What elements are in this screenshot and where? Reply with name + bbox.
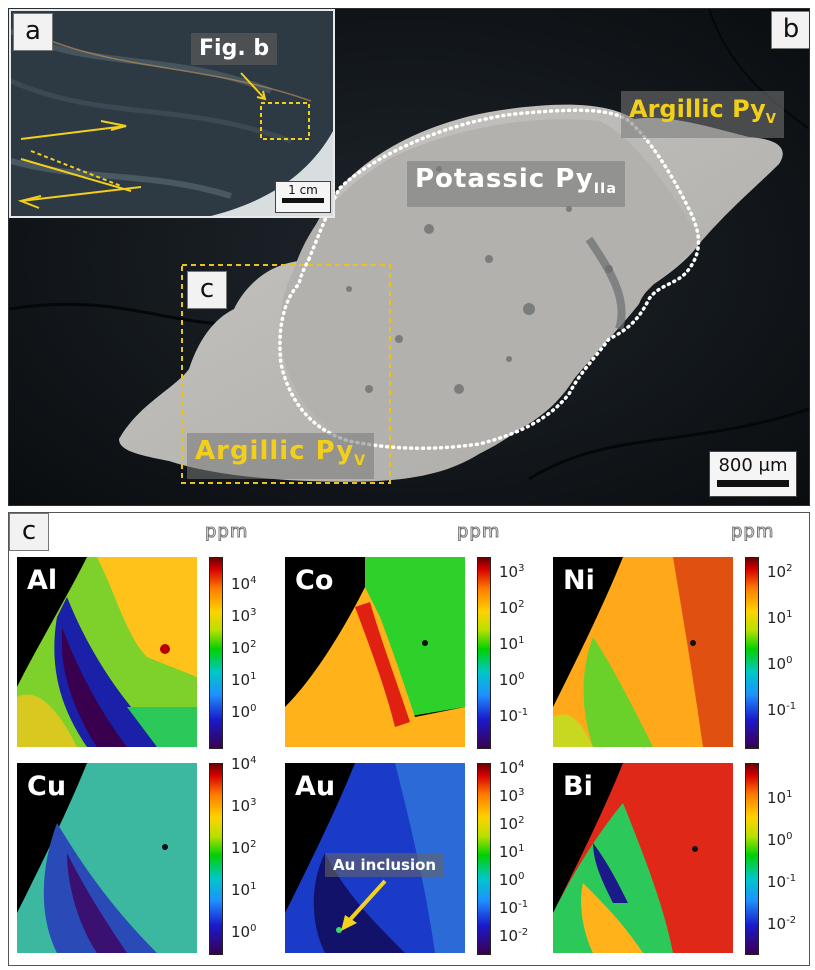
ticks-ni: 102 101 100 10-1 [767,557,815,747]
inset-a-letter: a [13,13,53,51]
colorbar-cu [209,763,223,955]
tick-ni-3: 10-1 [767,701,797,719]
tick-cu-4: 100 [231,923,257,941]
colorbar-al [209,557,223,749]
tick-co-0: 103 [499,563,525,581]
inset-scale-text: 1 cm [288,183,318,197]
tick-au-1: 103 [499,787,525,805]
tick-cu-0: 104 [231,755,257,773]
map-cu-label: Cu [27,771,67,802]
au-inclusion-arrow [341,879,387,931]
tick-au-3: 101 [499,843,525,861]
map-bi-image [553,763,733,953]
map-au-label: Au [295,771,336,802]
colorbar-co [477,557,491,749]
map-co-label: Co [295,565,334,596]
tick-au-5: 10-1 [499,899,529,917]
tick-al-2: 102 [231,639,257,657]
map-ni-label: Ni [563,565,595,596]
ticks-co: 103 102 101 100 10-1 [499,557,549,747]
tick-au-0: 104 [499,759,525,777]
potassic-text: Potassic Py [415,164,594,194]
tick-ni-2: 100 [767,655,793,673]
inset-scale-line [282,198,324,203]
potassic-label: Potassic PyIIa [407,161,626,208]
panel-b-scale-bar: 800 μm [709,451,797,497]
argillic-bottom-sub: V [354,453,367,470]
ticks-al: 104 103 102 101 100 [231,557,281,747]
inset-a-hand-specimen: a Fig. b 1 cm [9,9,335,218]
argillic-bottom-label: Argillic PyV [187,433,375,480]
argillic-top-text: Argillic Py [629,95,766,123]
tick-ni-1: 101 [767,609,793,627]
panel-b-scale-text: 800 μm [718,455,788,476]
map-ni-image [553,557,733,747]
fig-b-label: Fig. b [191,33,278,65]
tick-cu-1: 103 [231,797,257,815]
map-co: Co [285,557,465,747]
argillic-top-label: Argillic PyV [621,91,784,138]
argillic-top-sub: V [765,111,776,127]
tick-cu-3: 101 [231,881,257,899]
colorbar-bi [745,763,759,955]
tick-co-4: 10-1 [499,707,529,725]
unit-label-1: ppm [204,521,249,543]
tick-bi-1: 100 [767,831,793,849]
ticks-bi: 101 100 10-1 10-2 [767,763,815,953]
colorbar-ni [745,557,759,749]
tick-bi-3: 10-2 [767,915,797,933]
unit-label-2: ppm [456,521,501,543]
box-c-letter: c [187,271,227,309]
tick-co-2: 101 [499,635,525,653]
tick-co-3: 100 [499,671,525,689]
map-co-image [285,557,465,747]
colorbar-au [477,763,491,955]
panel-c-letter: c [9,513,49,551]
tick-ni-0: 102 [767,563,793,581]
potassic-outline [278,108,701,451]
ticks-cu: 104 103 102 101 100 [231,755,281,953]
map-al: Al [17,557,197,747]
tick-au-2: 102 [499,815,525,833]
inset-scale-bar: 1 cm [275,181,331,213]
tick-al-1: 103 [231,607,257,625]
map-cu: Cu [17,763,197,953]
tick-au-4: 100 [499,871,525,889]
panel-b-scale-line [717,480,789,487]
argillic-bottom-text: Argillic Py [195,436,355,466]
unit-label-3: ppm [730,521,775,543]
potassic-sub: IIa [593,181,618,198]
map-bi-label: Bi [563,771,593,802]
au-inclusion-label: Au inclusion [325,853,445,877]
tick-bi-0: 101 [767,789,793,807]
tick-al-4: 100 [231,703,257,721]
map-cu-image [17,763,197,953]
tick-co-1: 102 [499,599,525,617]
map-au: Au Au inclusion [285,763,465,953]
map-bi: Bi [553,763,733,953]
tick-bi-2: 10-1 [767,873,797,891]
panel-c-element-maps: c ppm ppm ppm Al 104 103 102 101 100 [8,512,810,966]
panel-b-letter: b [771,11,809,49]
tick-al-3: 101 [231,671,257,689]
tick-au-6: 10-2 [499,927,529,945]
map-al-label: Al [27,565,58,596]
tick-al-0: 104 [231,575,257,593]
ticks-au: 104 103 102 101 100 10-1 10-2 [499,759,549,953]
tick-cu-2: 102 [231,839,257,857]
panel-b-photomicrograph: a Fig. b 1 cm b Argillic PyV Potassic Py… [8,8,810,506]
map-ni: Ni [553,557,733,747]
map-al-image [17,557,197,747]
